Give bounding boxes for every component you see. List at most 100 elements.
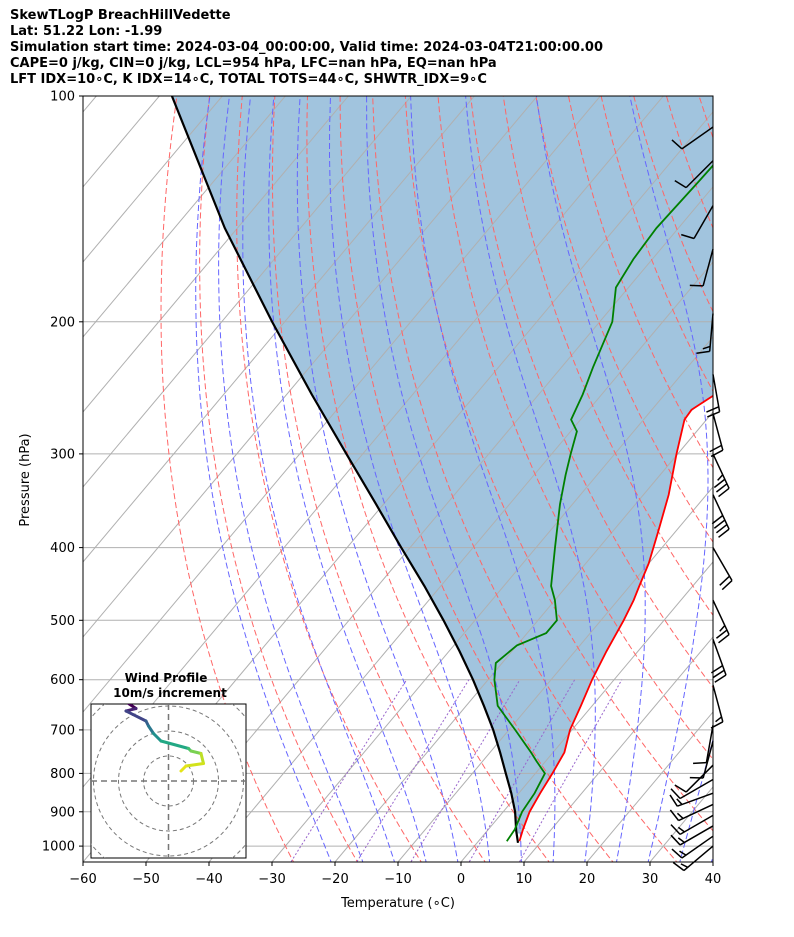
- barb-feather: [710, 721, 724, 729]
- dry-adiabat: [306, 96, 550, 862]
- y-tick-label: 500: [50, 614, 75, 629]
- barb-feather: [710, 449, 724, 458]
- dry-adiabat: [404, 96, 713, 832]
- wind-barb: [669, 792, 714, 807]
- barb-staff: [678, 803, 714, 822]
- isotherm: [83, 96, 412, 488]
- hodograph-segment: [189, 749, 203, 755]
- wind-barb: [689, 248, 714, 287]
- wind-barb: [681, 205, 714, 240]
- isotherm: [397, 486, 713, 862]
- hodograph-segment: [152, 732, 163, 743]
- wind-barb: [672, 845, 714, 872]
- barb-feather: [676, 798, 683, 805]
- dry-adiabat: [726, 79, 794, 865]
- moist-adiabat: [195, 96, 332, 862]
- wind-barb: [674, 160, 714, 189]
- wind-barb: [671, 126, 714, 150]
- chart-indices-1: CAPE=0 j/kg, CIN=0 j/kg, LCL=954 hPa, LF…: [10, 56, 497, 71]
- barb-staff: [712, 547, 733, 581]
- barb-feather: [676, 812, 684, 819]
- wind-barb: [710, 639, 727, 683]
- hodograph-segment: [184, 762, 205, 768]
- barb-feather: [719, 625, 726, 632]
- wind-barb: [693, 725, 714, 765]
- mixing-ratio-line: [356, 679, 470, 862]
- barb-staff: [679, 825, 714, 846]
- barb-staff: [683, 845, 714, 872]
- barb-feather: [715, 483, 728, 493]
- wind-barb: [711, 494, 730, 538]
- wind-barb: [689, 741, 714, 779]
- hodograph-inset: Wind Profile 10m/s increment: [90, 671, 247, 859]
- barb-feather: [718, 487, 730, 498]
- y-tick-label: 300: [50, 447, 75, 462]
- barb-staff: [708, 313, 714, 352]
- barb-feather: [715, 716, 723, 723]
- dry-adiabat: [372, 96, 678, 862]
- y-tick-label: 100: [50, 90, 75, 105]
- barb-staff: [712, 413, 724, 451]
- barb-feather: [707, 411, 720, 418]
- barb-staff: [712, 684, 724, 722]
- barb-feather: [706, 406, 720, 413]
- x-tick-label: 30: [642, 872, 659, 887]
- dry-adiabat: [437, 96, 713, 761]
- x-tick-label: 0: [457, 872, 465, 887]
- x-tick-label: 20: [579, 872, 596, 887]
- barb-feather: [677, 826, 685, 833]
- chart-times: Simulation start time: 2024-03-04_00:00:…: [10, 40, 603, 55]
- wind-barbs: [669, 126, 733, 872]
- temperature-profile: [518, 394, 713, 842]
- barb-staff: [685, 160, 714, 189]
- cape-shading: [171, 96, 713, 834]
- hodograph-segment: [159, 739, 190, 750]
- dry-adiabat: [470, 96, 713, 689]
- dry-adiabat: [633, 96, 713, 313]
- isotherm: [145, 186, 713, 862]
- barb-feather: [680, 863, 689, 868]
- dry-adiabat: [502, 96, 713, 617]
- barb-feather: [717, 474, 724, 481]
- wind-barb: [696, 313, 714, 355]
- hodograph-segment: [147, 724, 155, 735]
- barb-feather: [670, 788, 681, 799]
- dry-adiabat: [665, 96, 713, 230]
- x-tick-label: −50: [132, 872, 159, 887]
- wind-barb: [712, 547, 733, 591]
- dry-adiabat: [535, 96, 713, 543]
- isotherm: [83, 96, 97, 113]
- x-tick-label: −60: [69, 872, 96, 887]
- isotherm: [83, 96, 538, 638]
- dry-adiabat: [236, 96, 422, 862]
- hodograph-title: Wind Profile: [125, 671, 208, 685]
- barb-staff: [702, 741, 714, 779]
- hodograph-segment: [124, 709, 148, 723]
- dry-adiabat: [600, 96, 713, 393]
- barb-feather: [719, 575, 731, 586]
- isotherm: [523, 636, 713, 862]
- y-tick-label: 700: [50, 723, 75, 738]
- barb-staff: [693, 205, 714, 239]
- dry-adiabat: [160, 96, 295, 862]
- y-tick-label: 800: [50, 767, 75, 782]
- mixing-ratio-line: [290, 679, 408, 862]
- hodograph-segment: [179, 764, 188, 773]
- barb-feather: [669, 794, 678, 807]
- wind-barb: [669, 803, 714, 822]
- barb-feather: [714, 674, 727, 683]
- barb-staff: [681, 126, 714, 150]
- isotherm: [83, 96, 601, 713]
- isotherm: [271, 336, 713, 862]
- moist-adiabat: [629, 96, 709, 862]
- y-tick-label: 1000: [42, 840, 75, 855]
- x-tick-label: 10: [516, 872, 533, 887]
- wind-barb: [712, 599, 730, 644]
- barb-feather: [693, 761, 707, 765]
- isotherm: [83, 96, 223, 263]
- barb-feather: [679, 850, 687, 856]
- barb-feather: [711, 514, 724, 525]
- barb-feather: [671, 139, 683, 150]
- dry-adiabat: [339, 96, 614, 862]
- barb-staff: [712, 453, 730, 489]
